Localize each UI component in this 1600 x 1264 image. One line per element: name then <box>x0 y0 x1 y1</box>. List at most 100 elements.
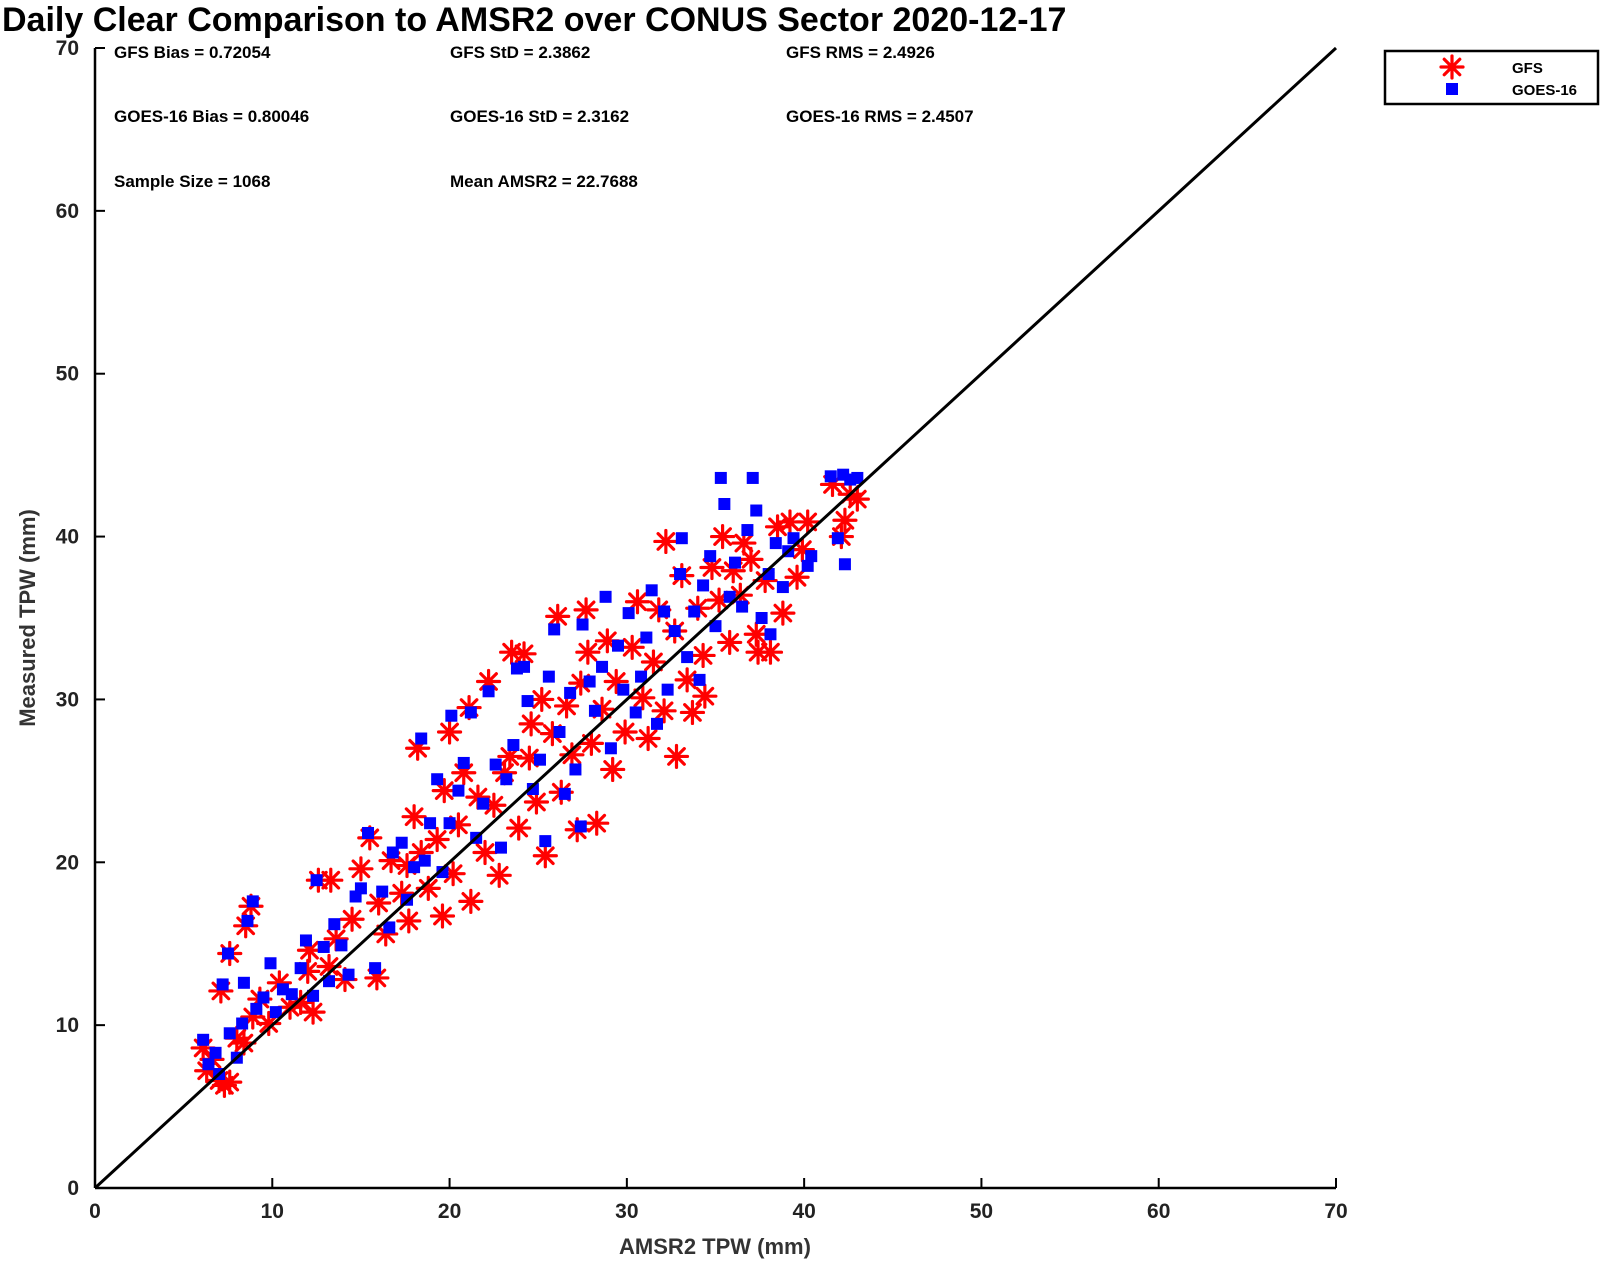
goes-16-point <box>617 683 630 696</box>
goes-16-point <box>736 600 749 613</box>
goes-16-point <box>452 784 465 797</box>
goes-16-point <box>202 1058 215 1071</box>
goes-16-point <box>709 620 722 633</box>
x-axis-label: AMSR2 TPW (mm) <box>619 1234 811 1259</box>
goes-16-point <box>553 726 566 738</box>
goes-16-point <box>521 695 534 708</box>
gfs-point <box>472 839 498 866</box>
gfs-point <box>506 815 532 841</box>
goes-16-point <box>604 742 617 755</box>
goes-16-point <box>383 921 396 934</box>
gfs-point <box>619 634 645 660</box>
goes-16-point <box>328 918 341 931</box>
reference-line-layer <box>93 46 1338 1190</box>
goes-16-point <box>518 660 531 673</box>
gfs-point <box>486 862 512 888</box>
gfs-point <box>396 908 422 934</box>
legend: GFS GOES-16 <box>1383 49 1600 106</box>
goes-16-point <box>611 639 624 652</box>
gfs-point <box>651 698 677 724</box>
gfs-point <box>635 725 661 752</box>
goes-16-point <box>831 532 844 545</box>
goes-16-point <box>464 706 477 719</box>
goes-16-point <box>310 874 323 887</box>
gfs-point <box>339 906 365 932</box>
goes-16-point <box>395 836 408 849</box>
goes-16-point <box>323 975 336 988</box>
gfs-point <box>366 890 392 916</box>
goes-16-point <box>386 846 399 859</box>
goes-16-point <box>362 826 375 839</box>
stat-gfs-std: GFS StD = 2.3862 <box>450 43 590 62</box>
goes-16-point <box>269 1006 282 1019</box>
gfs-point <box>529 686 555 713</box>
goes-16-point <box>457 756 470 769</box>
goes-16-point <box>668 625 681 638</box>
goes-16-point <box>729 556 742 569</box>
goes-16-point <box>629 706 642 719</box>
goes-16-point <box>750 504 763 517</box>
gfs-point <box>612 719 638 745</box>
gfs-point <box>640 649 667 675</box>
goes-16-point <box>569 763 582 776</box>
gfs-point <box>288 989 314 1015</box>
gfs-point <box>300 999 326 1025</box>
goes-16-point <box>250 1002 263 1015</box>
goes-16-point <box>704 550 717 563</box>
y-tick-label: 20 <box>56 851 79 874</box>
chart-title: Daily Clear Comparison to AMSR2 over CON… <box>2 1 1066 39</box>
goes-16-point <box>342 968 355 981</box>
gfs-point <box>653 528 679 555</box>
goes-16-point <box>714 471 727 484</box>
gfs-point <box>844 486 870 512</box>
goes-16-point <box>764 628 777 641</box>
goes-16-point <box>838 558 851 571</box>
gfs-point <box>757 639 784 665</box>
x-tick-label: 20 <box>438 1200 461 1223</box>
goes-16-point <box>335 939 348 952</box>
y-tick-label: 70 <box>56 37 79 60</box>
gfs-point <box>679 699 706 726</box>
goes-16-point <box>542 670 555 683</box>
stat-goes-std: GOES-16 StD = 2.3162 <box>450 107 629 126</box>
goes-16-point <box>658 605 671 618</box>
one-to-one-reference-line <box>93 46 1338 1190</box>
goes-16-point <box>246 895 259 908</box>
goes-16-point <box>443 817 456 830</box>
gfs-point <box>559 742 585 768</box>
goes-16-point <box>801 559 814 572</box>
goes-16-point <box>500 773 513 786</box>
goes-16-point <box>209 1046 222 1059</box>
x-tick-label: 40 <box>792 1200 815 1223</box>
goes-16-point <box>285 988 298 1001</box>
goes-16-point <box>723 590 736 603</box>
goes-16-point <box>718 498 731 510</box>
gfs-point <box>573 597 599 623</box>
goes-16-point <box>431 773 444 786</box>
goes-16-point <box>776 581 789 594</box>
x-tick-label: 0 <box>89 1200 101 1223</box>
goes-16-point <box>697 579 710 592</box>
y-axis-label: Measured TPW (mm) <box>15 509 40 727</box>
gfs-point <box>436 719 463 745</box>
goes-16-point <box>236 1017 249 1030</box>
legend-gfs-label: GFS <box>1512 60 1543 77</box>
goes-16-point <box>622 607 635 620</box>
gfs-point <box>690 642 716 669</box>
gfs-point <box>431 778 457 804</box>
y-tick-label: 30 <box>56 688 79 711</box>
gfs-point <box>401 804 427 830</box>
gfs-point <box>717 629 743 656</box>
goes-16-point <box>494 841 507 854</box>
goes-16-point <box>564 686 577 699</box>
legend-goes-marker <box>1446 83 1458 95</box>
goes-16-point <box>583 675 596 688</box>
goes-16-point <box>588 704 601 717</box>
goes-16-point <box>661 683 674 696</box>
gfs-point <box>832 507 858 533</box>
goes-16-point <box>436 866 449 879</box>
stat-gfs-bias: GFS Bias = 0.72054 <box>114 43 271 62</box>
gfs-point <box>624 589 651 615</box>
gfs-point <box>692 683 718 709</box>
